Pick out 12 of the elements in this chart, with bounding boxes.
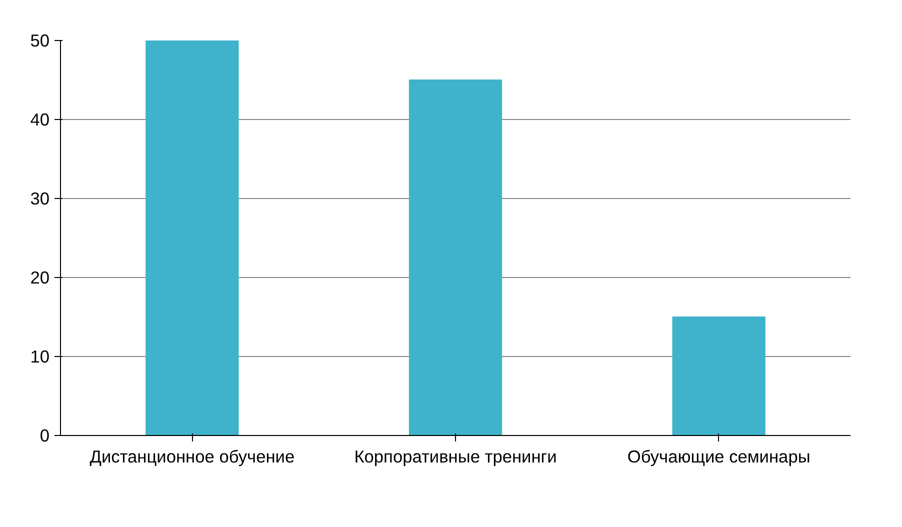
y-tick-label: 10 bbox=[30, 346, 50, 366]
x-tick-label: Обучающие семинары bbox=[627, 446, 810, 466]
y-tick-label: 20 bbox=[30, 268, 50, 288]
bar bbox=[672, 316, 766, 436]
y-tick-label: 40 bbox=[30, 110, 50, 130]
x-tick-label: Дистанционное обучение bbox=[90, 446, 295, 466]
bar bbox=[146, 40, 239, 436]
y-tick-label: 30 bbox=[30, 188, 50, 208]
x-tick-label: Корпоративные тренинги bbox=[354, 446, 557, 466]
y-tick-label: 50 bbox=[30, 30, 50, 50]
y-tick-label: 0 bbox=[40, 426, 50, 446]
bar bbox=[408, 80, 502, 436]
